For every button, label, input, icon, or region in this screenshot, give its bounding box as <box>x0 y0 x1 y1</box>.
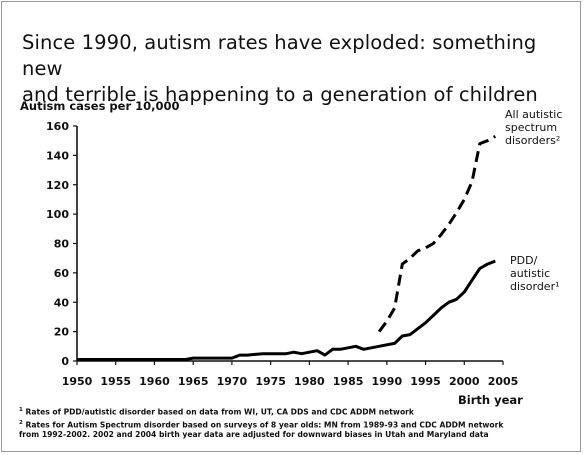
series-label-pdd: PDD/autistic disorder¹ <box>510 254 560 293</box>
x-tick-label: 1955 <box>100 375 131 388</box>
footnote-2-continued: from 1992-2002. 2002 and 2004 birth year… <box>19 430 579 440</box>
x-tick-label: 1985 <box>333 375 364 388</box>
series-label-all-autistic: All autistic spectrum disorders² <box>505 108 562 147</box>
y-tick-label: 80 <box>54 238 70 251</box>
chart-title: Since 1990, autism rates have exploded: … <box>22 30 567 108</box>
chart-title-line-2: and terrible is happening to a generatio… <box>22 83 538 106</box>
y-tick-label: 120 <box>46 179 69 192</box>
chart-title-line-1: Since 1990, autism rates have exploded: … <box>22 31 537 80</box>
series-line-all-autistic <box>377 134 497 333</box>
y-tick-label: 100 <box>46 208 69 221</box>
x-tick-label: 1990 <box>372 375 403 388</box>
series-line-pdd <box>77 259 496 361</box>
footnote-1-text: Rates of PDD/autistic disorder based on … <box>25 407 414 417</box>
y-tick-label: 140 <box>46 149 69 162</box>
x-tick-label: 1980 <box>294 375 325 388</box>
x-tick-label: 1975 <box>255 375 286 388</box>
y-tick-label: 0 <box>61 355 69 368</box>
y-tick-label: 40 <box>54 296 70 309</box>
y-axis-label: Autism cases per 10,000 <box>20 99 180 113</box>
footnote-1: 1 Rates of PDD/autistic disorder based o… <box>19 405 579 418</box>
x-axis-label: Birth year <box>458 393 523 407</box>
x-tick-label: 1950 <box>62 375 93 388</box>
footnote-2-text: Rates for Autism Spectrum disorder based… <box>25 420 504 430</box>
x-tick-label: 1995 <box>410 375 441 388</box>
footnote-1-mark: 1 <box>19 407 23 413</box>
y-tick-label: 20 <box>54 326 70 339</box>
x-tick-label: 1970 <box>217 375 248 388</box>
x-tick-label: 2000 <box>449 375 480 388</box>
footnote-2: 2 Rates for Autism Spectrum disorder bas… <box>19 418 579 431</box>
footnote-2-mark: 2 <box>19 419 23 426</box>
footnote-3-text: from 1992-2002. 2002 and 2004 birth year… <box>19 430 489 440</box>
x-tick-label: 2005 <box>488 375 519 388</box>
y-tick-label: 60 <box>54 267 70 280</box>
footnotes: 1 Rates of PDD/autistic disorder based o… <box>19 405 579 440</box>
x-tick-label: 1965 <box>178 375 209 388</box>
y-tick-label: 160 <box>46 120 69 133</box>
x-tick-label: 1960 <box>139 375 170 388</box>
